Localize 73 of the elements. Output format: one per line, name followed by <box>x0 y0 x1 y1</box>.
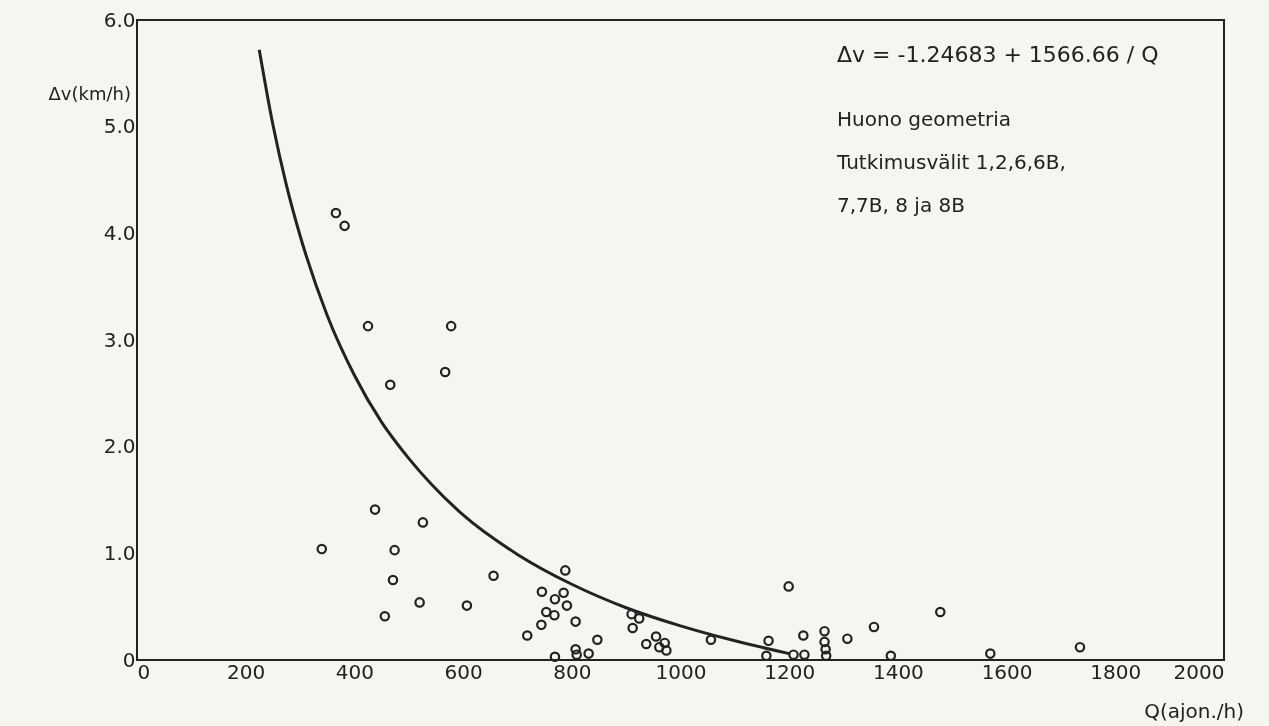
point <box>549 651 561 663</box>
point <box>868 621 880 633</box>
x-tick-label: 800 <box>553 659 592 684</box>
point <box>583 648 594 659</box>
point <box>640 638 652 650</box>
x-tick-label: 1200 <box>764 659 816 684</box>
annotation: Huono geometria <box>837 107 1012 131</box>
point <box>763 635 774 647</box>
y-tick-label: 2.0 <box>103 434 136 459</box>
x-tick-label: 400 <box>335 659 374 684</box>
point <box>985 648 996 659</box>
x-axis-title: Q(ajon./h) <box>1144 699 1244 723</box>
point <box>488 570 499 582</box>
point <box>633 613 645 624</box>
point <box>384 379 396 391</box>
x-tick-label: 1000 <box>655 659 707 684</box>
point <box>536 619 547 631</box>
point <box>387 574 399 586</box>
point <box>842 633 853 644</box>
point <box>561 600 573 611</box>
point <box>627 622 638 634</box>
point <box>799 649 810 660</box>
point <box>330 207 342 219</box>
point <box>570 616 581 627</box>
annotation: Tutkimusvälit 1,2,6,6B, <box>836 150 1066 174</box>
point <box>540 606 552 618</box>
annotation: Δv = -1.24683 + 1566.66 / Q <box>837 42 1159 67</box>
point <box>521 630 533 641</box>
point <box>560 565 571 576</box>
point <box>362 320 374 332</box>
y-tick-label: 4.0 <box>103 220 136 245</box>
x-tick-label: 1400 <box>872 659 924 684</box>
point <box>650 631 662 642</box>
point <box>571 649 582 660</box>
point <box>417 517 429 528</box>
point <box>661 645 672 656</box>
point <box>445 320 457 332</box>
point <box>558 587 569 599</box>
point <box>819 636 830 648</box>
y-tick-label: 6.0 <box>103 7 136 32</box>
y-tick-label: 3.0 <box>103 327 136 352</box>
x-tick-label: 600 <box>444 659 483 684</box>
point <box>549 593 561 605</box>
x-tick-label: 1600 <box>981 659 1033 684</box>
point <box>536 586 548 598</box>
point <box>819 625 830 637</box>
point <box>570 644 581 655</box>
point <box>1074 641 1086 653</box>
point <box>659 637 671 649</box>
point <box>379 610 391 622</box>
y-tick-label: 1.0 <box>103 540 136 565</box>
point <box>316 543 328 555</box>
point <box>654 641 665 653</box>
point <box>820 644 831 655</box>
y-axis-title: Δv(km/h) <box>48 83 131 104</box>
point <box>788 649 799 660</box>
x-tick-label: 2000 <box>1173 659 1225 684</box>
point <box>339 220 350 232</box>
point <box>783 581 794 592</box>
point <box>705 634 717 646</box>
annotation: 7,7B, 8 ja 8B <box>837 193 965 217</box>
point <box>461 600 473 611</box>
point <box>369 504 381 515</box>
point <box>798 630 809 641</box>
y-tick-label: 5.0 <box>103 114 136 139</box>
point <box>414 597 425 608</box>
point <box>935 606 946 618</box>
point <box>549 609 560 621</box>
x-tick-label: 1800 <box>1090 659 1142 684</box>
point <box>592 634 603 646</box>
x-tick-label: 200 <box>227 659 266 684</box>
point <box>389 544 400 556</box>
point <box>439 366 451 378</box>
